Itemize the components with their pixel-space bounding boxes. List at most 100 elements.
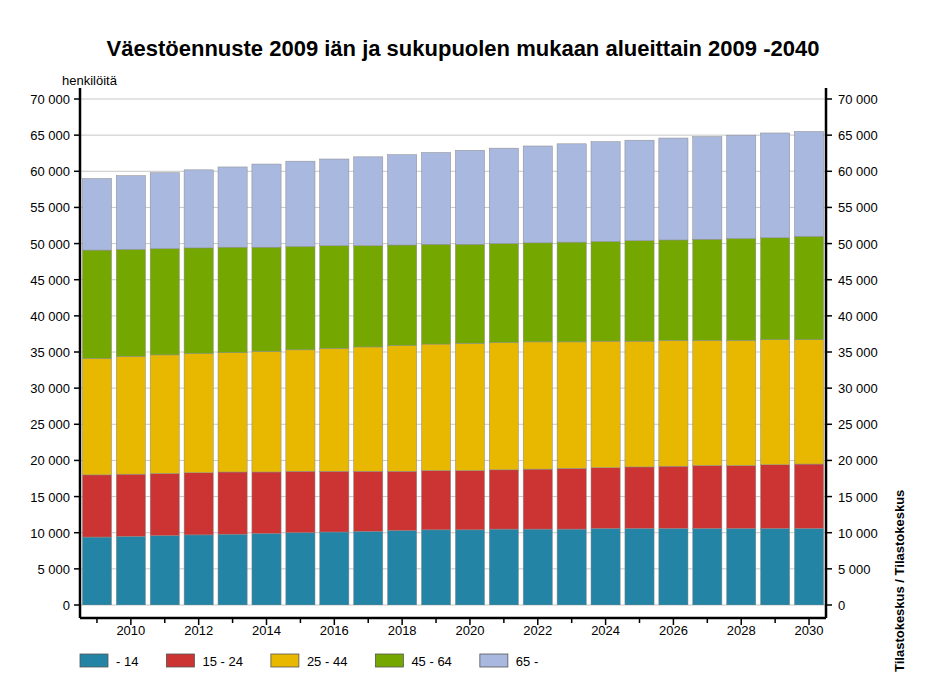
legend-label: 65 - [516,654,538,669]
bar-segment [557,529,586,605]
bar-segment [354,471,383,531]
y2-tick-label: 65 000 [838,128,878,143]
legend-label: 25 - 44 [307,654,347,669]
y2-tick-label: 35 000 [838,345,878,360]
bar-segment [659,466,688,528]
legend-label: - 14 [116,654,138,669]
bar-segment [523,469,552,529]
bar-segment [354,347,383,471]
bar-segment [286,246,315,349]
x-tick [774,618,776,623]
bar-segment [320,246,349,349]
x-tick [571,618,573,623]
bar-segment [455,471,484,530]
y2-tick-label: 10 000 [838,526,878,541]
bar-segment [82,359,111,475]
bar-segment [659,340,688,466]
bar-segment [794,340,823,464]
x-tick-label: 2024 [591,623,620,638]
x-tick [164,618,166,623]
bar-segment [184,170,213,248]
bar-segment [184,248,213,354]
x-tick-label: 2018 [388,623,417,638]
bar-segment [591,528,620,605]
bar-segment [116,176,145,250]
bar-segment [761,340,790,465]
bar-segment [455,244,484,343]
x-tick [503,618,505,623]
chart: Väestöennuste 2009 iän ja sukupuolen muk… [0,0,927,695]
y2-tick-label: 45 000 [838,273,878,288]
x-tick [639,618,641,623]
bar-segment [794,528,823,605]
legend-swatch [271,654,299,667]
y2-tick-label: 30 000 [838,381,878,396]
x-tick [367,618,369,623]
legend-label: 45 - 64 [411,654,451,669]
bar-segment [218,247,247,353]
bar-segment [421,471,450,530]
bar-segment [252,472,281,533]
x-axis [80,617,826,620]
x-tick-label: 2020 [455,623,484,638]
bar-segment [523,243,552,342]
x-tick [435,618,437,623]
bar-segment [794,236,823,339]
legend: - 14 15 - 24 25 - 44 45 - 64 65 - [80,654,538,669]
bar-segment [286,533,315,605]
grid-line [80,135,826,136]
bar-segment [727,340,756,465]
bar-segment [659,138,688,240]
y-tick-label: 60 000 [30,164,70,179]
source: Tilastokeskus / Tilastokeskus [892,490,907,672]
bar-segment [218,472,247,534]
bar-segment [116,474,145,536]
y-tick-label: 10 000 [30,526,70,541]
bar-segment [82,250,111,358]
bar-segment [489,470,518,529]
x-tick [232,618,234,623]
y-axis [79,88,82,618]
bar-segment [421,244,450,344]
y-tick-label: 70 000 [30,92,70,107]
legend-swatch [375,654,403,667]
bar-segment [625,140,654,240]
bar-segment [693,465,722,528]
bar-segment [82,179,111,251]
bar-segment [693,239,722,340]
x-tick [707,618,709,623]
bar-segment [557,468,586,529]
x-tick-label: 2030 [795,623,824,638]
bar-segment [794,464,823,528]
bar-segment [150,355,179,474]
bar-segment [693,340,722,465]
y2-tick-label: 55 000 [838,200,878,215]
bar-segment [761,465,790,529]
legend-label: 15 - 24 [202,654,242,669]
bar-segment [557,242,586,342]
bar-segment [320,159,349,246]
bar-segment [150,536,179,605]
bar-segment [693,528,722,605]
bar-segment [388,345,417,471]
x-tick [300,618,302,623]
bar-segment [591,468,620,529]
bar-segment [489,148,518,243]
x-tick-label: 2010 [116,623,145,638]
y-tick-label: 50 000 [30,237,70,252]
bar-segment [727,465,756,528]
bar-segment [320,348,349,471]
legend-swatch [480,654,508,667]
bar-segment [557,342,586,469]
y-tick-label: 35 000 [30,345,70,360]
y2-tick-label: 5 000 [838,562,871,577]
x-tick-label: 2026 [659,623,688,638]
x-tick-label: 2014 [252,623,281,638]
bar-segment [659,240,688,340]
legend-swatch [80,654,108,667]
bar-segment [286,161,315,246]
y-tick-label: 5 000 [37,562,70,577]
bar-segment [116,356,145,474]
bar-segment [455,343,484,470]
y-tick-label: 45 000 [30,273,70,288]
